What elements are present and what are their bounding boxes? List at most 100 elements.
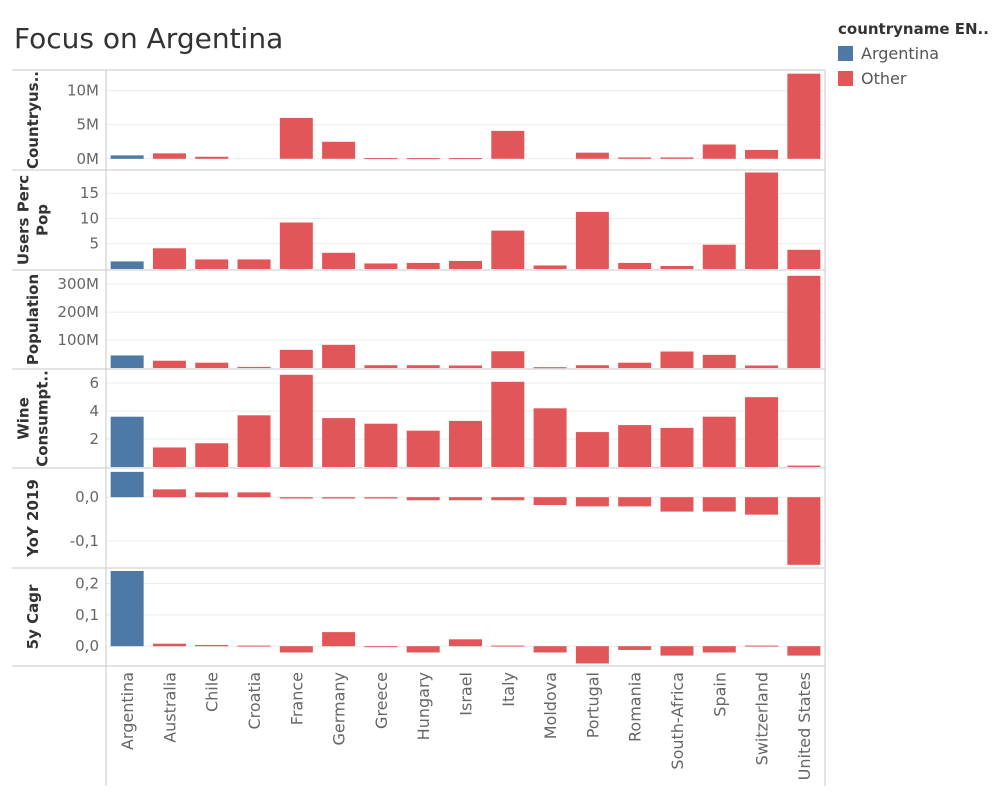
bar-germany <box>322 141 356 159</box>
bar-chile <box>195 156 229 159</box>
bar-germany <box>322 344 356 368</box>
bar-spain <box>702 354 736 368</box>
bar-spain <box>702 646 736 653</box>
bar-hungary <box>406 158 440 160</box>
bar-france <box>279 222 313 269</box>
x-tick-label-united-states: United States <box>795 672 814 780</box>
bar-romania <box>618 425 652 467</box>
bar-croatia <box>237 492 271 498</box>
bar-spain <box>702 497 736 512</box>
bar-greece <box>364 646 398 648</box>
bar-moldova <box>533 646 567 653</box>
bar-switzerland <box>745 172 779 269</box>
y-axis-label: Users PercPop <box>15 175 52 265</box>
bar-chile <box>195 362 229 368</box>
y-tick-label: 4 <box>89 402 99 420</box>
bar-croatia <box>237 645 271 647</box>
x-tick-label-spain: Spain <box>710 672 729 717</box>
y-tick-label: 5 <box>89 235 99 253</box>
bar-united-states <box>787 275 821 368</box>
y-tick-label: 10M <box>67 82 99 100</box>
x-tick-label-south-africa: South-Africa <box>668 672 687 770</box>
legend-label: Argentina <box>861 43 940 63</box>
x-tick-label-romania: Romania <box>626 672 645 742</box>
bar-hungary <box>406 646 440 653</box>
bar-italy <box>491 645 525 647</box>
bar-switzerland <box>745 365 779 368</box>
x-tick-label-italy: Italy <box>499 672 518 707</box>
bar-france <box>279 117 313 159</box>
bar-argentina <box>110 355 144 368</box>
y-tick-label: 6 <box>89 374 99 392</box>
bar-united-states <box>787 73 821 159</box>
bar-israel <box>449 420 482 467</box>
bar-switzerland <box>745 149 779 159</box>
bar-italy <box>491 130 525 159</box>
bar-chile <box>195 644 229 647</box>
bar-greece <box>364 263 398 269</box>
y-axis-label-line: Wine <box>15 397 33 440</box>
y-axis-label: Countryus.. <box>24 71 42 169</box>
legend-label: Other <box>861 68 907 88</box>
y-tick-label: 100M <box>57 331 99 349</box>
bar-portugal <box>575 432 609 467</box>
bar-south-africa <box>660 351 694 368</box>
bar-united-states <box>787 646 821 656</box>
bar-croatia <box>237 415 271 467</box>
bar-greece <box>364 423 398 467</box>
bar-france <box>279 497 313 499</box>
legend-title: countryname EN.. <box>838 20 989 38</box>
y-tick-label: 0M <box>77 150 100 168</box>
bar-romania <box>618 646 652 650</box>
bar-italy <box>491 381 525 467</box>
bar-argentina <box>110 471 144 498</box>
y-tick-label: 0,0 <box>75 637 99 655</box>
y-axis-label: 5y Cagr <box>24 584 42 649</box>
bar-australia <box>152 447 186 467</box>
bar-united-states <box>787 465 821 467</box>
y-tick-label: 5M <box>77 116 100 134</box>
y-axis-label-line: Population <box>24 274 42 365</box>
y-tick-label: 0,2 <box>75 575 99 593</box>
bar-argentina <box>110 261 144 269</box>
bar-switzerland <box>745 645 779 647</box>
y-tick-label: 2 <box>89 430 99 448</box>
legend: countryname EN.. Argentina Other <box>838 20 998 88</box>
bar-spain <box>702 244 736 269</box>
bar-israel <box>449 260 482 269</box>
x-tick-label-greece: Greece <box>372 672 391 729</box>
bar-romania <box>618 362 652 368</box>
x-tick-label-chile: Chile <box>203 672 222 712</box>
bar-france <box>279 646 313 653</box>
y-tick-label: 0,1 <box>75 606 99 624</box>
bar-germany <box>322 418 356 467</box>
bar-romania <box>618 157 652 159</box>
bar-chile <box>195 259 229 269</box>
bar-switzerland <box>745 397 779 467</box>
y-tick-label: -0,1 <box>70 532 99 550</box>
y-tick-label: 15 <box>80 184 99 202</box>
chart-title: Focus on Argentina <box>14 22 284 55</box>
y-axis-label: YoY 2019 <box>24 479 42 558</box>
x-tick-label-croatia: Croatia <box>245 672 264 730</box>
x-tick-label-switzerland: Switzerland <box>753 672 772 765</box>
bar-portugal <box>575 646 609 664</box>
bar-israel <box>449 639 482 647</box>
legend-item-other[interactable]: Other <box>838 68 998 88</box>
bar-greece <box>364 497 398 499</box>
bar-israel <box>449 497 482 501</box>
bar-romania <box>618 262 652 269</box>
bar-australia <box>152 643 186 647</box>
bar-argentina <box>110 571 144 647</box>
legend-item-argentina[interactable]: Argentina <box>838 43 998 63</box>
bar-croatia <box>237 259 271 269</box>
y-tick-label: 10 <box>80 209 99 227</box>
x-tick-label-australia: Australia <box>160 672 179 743</box>
x-tick-label-argentina: Argentina <box>118 672 137 750</box>
bar-australia <box>152 153 186 159</box>
bar-portugal <box>575 152 609 159</box>
x-tick-label-hungary: Hungary <box>414 672 433 740</box>
x-tick-label-france: France <box>287 672 306 725</box>
bar-south-africa <box>660 646 694 656</box>
